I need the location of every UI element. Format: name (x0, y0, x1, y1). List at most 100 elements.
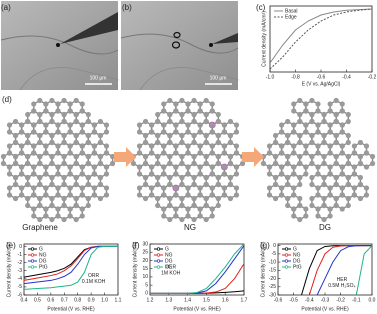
annotation: 0.5M H₂SO₄ (328, 283, 355, 289)
atom (79, 122, 85, 128)
atom (197, 164, 203, 170)
y-tick-label: -25 (269, 284, 276, 290)
atom (0, 160, 7, 167)
legend-marker (30, 265, 35, 269)
atom (209, 150, 215, 156)
atom (327, 122, 333, 128)
atom (173, 101, 179, 107)
atom (79, 171, 85, 177)
atom (6, 171, 13, 177)
atom (309, 118, 315, 125)
y-tick-label: -1 (18, 252, 23, 258)
atom (221, 143, 227, 149)
x-tick-label: 1.2 (147, 297, 154, 303)
atom (291, 171, 297, 177)
atom (73, 181, 79, 188)
atom (339, 192, 345, 198)
atom (285, 181, 291, 188)
atom (37, 160, 43, 167)
x-tick-label: 1.0 (101, 297, 108, 303)
atom (109, 153, 116, 160)
atom (73, 139, 79, 146)
atom (327, 213, 333, 219)
atom (272, 181, 279, 188)
atom (25, 153, 31, 160)
atom (79, 206, 85, 212)
atom (43, 206, 49, 212)
atom (155, 118, 161, 125)
y-tick-label: -15 (269, 268, 276, 274)
atom (25, 111, 31, 118)
atom (142, 195, 149, 202)
atom (49, 195, 55, 202)
atom (12, 174, 19, 181)
x-tick-label: -0.3 (321, 297, 330, 303)
atom (109, 160, 116, 167)
atom (369, 160, 376, 167)
x-tick-label: 1.3 (165, 297, 172, 303)
atom (191, 118, 197, 125)
atom (73, 97, 79, 104)
atom (55, 129, 61, 135)
x-tick-label: 0.4 (21, 297, 28, 303)
atom (130, 160, 137, 167)
atom (333, 160, 339, 167)
atom (221, 171, 227, 177)
x-tick-label: 1.5 (203, 297, 210, 303)
atom (49, 111, 55, 118)
x-tick-label: 0.9 (88, 297, 95, 303)
atom (185, 101, 191, 107)
atom (291, 185, 297, 191)
legend-label: Basal (285, 8, 298, 14)
atom (179, 139, 185, 146)
data-line (270, 8, 372, 70)
atom (233, 171, 240, 177)
atom (197, 185, 203, 191)
atom (179, 111, 185, 118)
atom (285, 153, 291, 160)
atom (357, 174, 364, 181)
atom (49, 216, 55, 223)
atom (291, 101, 297, 107)
atom (161, 206, 167, 212)
atom (142, 118, 149, 125)
y-tick-label: -4 (18, 276, 23, 282)
atom (179, 132, 185, 139)
atom (221, 122, 227, 128)
atom (185, 150, 191, 156)
atom (303, 101, 309, 107)
atom (321, 160, 327, 167)
x-tick-label: 1.6 (222, 297, 229, 303)
atom (333, 118, 339, 125)
atom (73, 118, 79, 125)
atom (37, 118, 43, 125)
panel-label: (c) (256, 3, 266, 12)
x-tick-label: -0.2 (368, 74, 377, 80)
atom (345, 111, 351, 118)
atom (12, 195, 19, 202)
atom (227, 181, 234, 188)
atom (43, 164, 49, 170)
atom (203, 153, 209, 160)
legend-label: Edge (285, 14, 297, 20)
atom (327, 150, 333, 156)
atom (136, 150, 143, 156)
stage-label: DG (319, 223, 331, 232)
atom (197, 129, 203, 135)
atom (285, 202, 291, 209)
atom (19, 192, 25, 198)
atom (309, 153, 315, 160)
atom (97, 195, 104, 202)
atom (167, 195, 173, 202)
atom (285, 160, 291, 167)
atom (136, 164, 143, 170)
atom (43, 150, 49, 156)
atom (67, 150, 73, 156)
atom (291, 143, 297, 149)
atom (79, 164, 85, 170)
atom (233, 143, 240, 149)
legend-marker (156, 265, 161, 269)
atom (49, 202, 55, 209)
atom (209, 206, 215, 212)
